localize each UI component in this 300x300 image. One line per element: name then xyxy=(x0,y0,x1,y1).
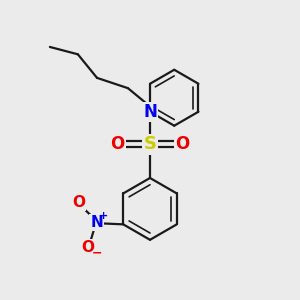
Text: O: O xyxy=(110,135,125,153)
Text: O: O xyxy=(73,195,85,210)
Text: −: − xyxy=(92,247,103,260)
Text: O: O xyxy=(81,240,94,255)
Text: O: O xyxy=(175,135,190,153)
Text: S: S xyxy=(143,135,157,153)
Text: N: N xyxy=(143,103,157,121)
Text: N: N xyxy=(90,215,103,230)
Text: +: + xyxy=(99,211,108,220)
